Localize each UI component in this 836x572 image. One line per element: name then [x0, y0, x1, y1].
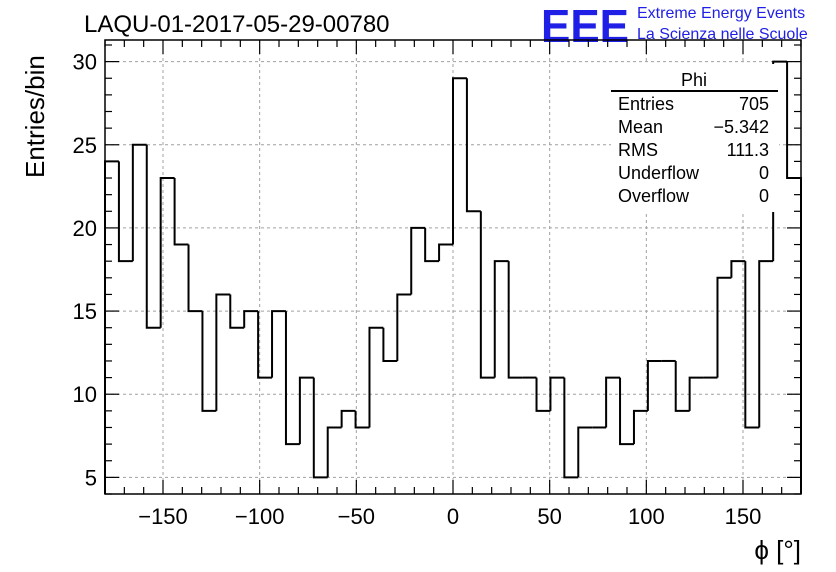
histogram-bin — [340, 409, 356, 428]
y-tick-label: 25 — [73, 133, 97, 158]
histogram-bin — [354, 410, 370, 429]
stats-row-label: Mean — [618, 117, 663, 137]
histogram-bin — [284, 311, 300, 446]
histogram-bin — [535, 377, 551, 412]
stats-row-label: Underflow — [618, 163, 700, 183]
histogram-bin — [326, 426, 342, 478]
histogram-bin — [312, 377, 328, 479]
histogram-bin — [758, 260, 774, 428]
x-tick-label: 100 — [628, 504, 665, 529]
x-tick-label: −100 — [235, 504, 285, 529]
histogram-bin — [465, 78, 481, 213]
histogram-series — [104, 60, 802, 494]
stats-box-title: Phi — [681, 70, 707, 90]
y-tick-label: 30 — [73, 50, 97, 75]
histogram-bin — [424, 227, 440, 263]
stats-box: Phi Entries 705 Mean −5.342 RMS 111.3 Underflo… — [611, 64, 779, 212]
x-axis-label: ϕ [°] — [754, 535, 801, 565]
axes-frame — [104, 39, 802, 495]
x-tick-label: 0 — [447, 504, 459, 529]
histogram-bin — [563, 377, 579, 479]
histogram-bin — [229, 294, 245, 329]
histogram-bin — [159, 177, 175, 328]
x-tick-label: 150 — [725, 504, 762, 529]
eee-logo-mark: EEE — [541, 0, 629, 52]
eee-logo-line2: La Scienza nelle Scuole — [637, 26, 808, 43]
y-tick-label: 5 — [85, 465, 97, 490]
stats-row-label: RMS — [618, 140, 658, 160]
histogram-bin — [298, 376, 314, 445]
histogram-bin — [479, 211, 495, 379]
histogram-bin — [605, 376, 621, 428]
histogram-bin — [730, 260, 746, 278]
histogram-bin — [243, 310, 259, 328]
stats-row-label: Overflow — [618, 186, 690, 206]
eee-logo: EEE Extreme Energy Events La Scienza nel… — [541, 0, 808, 52]
histogram-bin — [577, 426, 593, 478]
histogram-bin — [549, 376, 565, 411]
histogram-bin — [271, 310, 286, 378]
stats-row-value: 705 — [739, 94, 769, 114]
stats-row-value: 0 — [759, 163, 769, 183]
chart-title: LAQU-01-2017-05-29-00780 — [84, 11, 390, 38]
histogram-bin — [716, 276, 732, 378]
histogram-bin — [438, 243, 453, 262]
stats-box-background — [611, 64, 779, 212]
eee-logo-line1: Extreme Energy Events — [637, 5, 805, 22]
x-tick-label: 50 — [537, 504, 561, 529]
histogram-bin — [201, 311, 217, 412]
histogram-bin — [215, 293, 231, 411]
stats-rows: Entries 705 Mean −5.342 RMS 111.3 Underflow 0 Ov… — [618, 94, 769, 206]
x-tick-label: −150 — [138, 504, 188, 529]
histogram-bin — [410, 226, 426, 295]
histogram-bin — [368, 326, 384, 428]
stats-row-value: 111.3 — [727, 140, 769, 160]
y-tick-label: 15 — [73, 299, 97, 324]
histogram-bin — [452, 77, 467, 245]
histogram-bin — [117, 161, 133, 263]
histogram-bin — [688, 376, 704, 411]
histogram-bin — [396, 293, 412, 361]
histogram-bin — [507, 261, 523, 379]
histogram-bin — [674, 360, 690, 412]
histogram-bin — [257, 311, 273, 379]
x-tick-label: −50 — [338, 504, 375, 529]
histogram-bin — [131, 143, 147, 262]
histogram-bin — [619, 377, 634, 446]
stats-row-value: 0 — [759, 186, 769, 206]
y-tick-label: 10 — [73, 382, 97, 407]
histogram-bin — [646, 359, 662, 411]
histogram-bin — [744, 261, 760, 429]
histogram-bin — [145, 144, 161, 329]
y-tick-label: 20 — [73, 216, 97, 241]
histogram-bin — [187, 244, 203, 313]
histogram-bin — [493, 260, 509, 378]
stats-row-label: Entries — [618, 94, 674, 114]
y-axis-label: Entries/bin — [20, 55, 50, 178]
histogram-bin — [173, 178, 189, 246]
stats-row-value: −5.342 — [713, 117, 769, 137]
tick-labels: −150 −100 −50 0 50 100 150 5 10 15 20 25 30 — [73, 50, 762, 529]
histogram-bin — [632, 409, 648, 445]
histogram-bin — [382, 327, 398, 362]
